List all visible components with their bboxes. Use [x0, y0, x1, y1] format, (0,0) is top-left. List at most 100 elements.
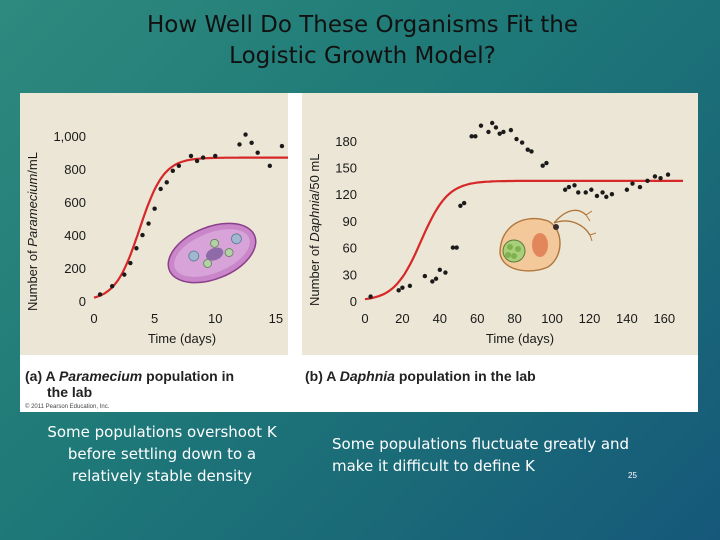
b-data-point — [497, 131, 502, 136]
b-data-point — [604, 194, 609, 200]
b-data-point — [493, 125, 499, 130]
b-data-point — [540, 163, 545, 168]
daphnia-illustration — [499, 209, 597, 272]
b-data-point — [454, 245, 459, 250]
b-data-point — [469, 134, 474, 139]
a-data-point — [140, 232, 145, 238]
b-xtick-label: 60 — [470, 311, 484, 326]
panel-b-caption: (b) A Daphnia population in the lab — [305, 368, 536, 384]
b-data-point — [450, 245, 456, 250]
caption-left: Some populations overshoot K before sett… — [22, 421, 302, 487]
daphnia-chart: Number of Daphnia/50 mL 0 30 60 90 120 150 180… — [307, 120, 683, 346]
b-xtick-label: 140 — [616, 311, 638, 326]
caption-right-line-2: make it difficult to define K — [332, 457, 535, 475]
b-data-point — [665, 172, 671, 177]
b-data-point — [609, 192, 615, 197]
b-data-point — [400, 285, 405, 290]
b-ytick-label: 150 — [335, 161, 357, 176]
b-data-point — [652, 174, 658, 179]
b-ytick-label: 90 — [343, 214, 357, 229]
a-data-point — [146, 221, 151, 226]
a-data-point — [194, 158, 200, 164]
b-xtick-label: 80 — [507, 311, 521, 326]
daphnia-y-axis-label: Number of Daphnia/50 mL — [307, 154, 322, 307]
b-data-point — [519, 140, 525, 145]
a-data-point — [97, 292, 103, 297]
a-data-point — [176, 163, 182, 169]
b-data-point — [645, 178, 650, 184]
b-data-point — [544, 160, 549, 166]
b-data-point — [583, 190, 588, 195]
a-data-point — [237, 142, 242, 147]
b-data-point — [473, 134, 478, 139]
b-data-point — [600, 190, 605, 195]
b-xtick-label: 100 — [541, 311, 563, 326]
b-data-point — [529, 149, 534, 154]
b-data-point — [422, 273, 428, 279]
panel-a-caption: (a) A Paramecium population in — [25, 368, 234, 384]
a-data-point — [213, 153, 218, 159]
daphnia-x-axis-label: Time (days) — [486, 331, 554, 346]
b-xtick-label: 0 — [361, 311, 368, 326]
b-data-point — [396, 288, 401, 293]
b-data-point — [637, 184, 643, 190]
a-ytick-label: 1,000 — [53, 129, 86, 144]
a-data-point — [200, 155, 206, 160]
paramecium-chart: Number of Paramecium/mL 0 200 400 600 800 1,0… — [25, 129, 288, 346]
paramecium-y-axis-label: Number of Paramecium/mL — [25, 152, 40, 311]
a-xtick-label: 5 — [151, 311, 158, 326]
panel-b-background — [302, 93, 698, 355]
copyright-notice: © 2011 Pearson Education, Inc. — [25, 403, 110, 410]
b-data-point — [576, 190, 581, 195]
a-xtick-label: 15 — [269, 311, 283, 326]
b-data-point — [624, 187, 630, 192]
b-data-point — [501, 129, 506, 135]
b-ytick-label: 60 — [343, 241, 357, 256]
a-ytick-label: 0 — [79, 294, 86, 309]
slide-title-line-2: Logistic Growth Model? — [229, 43, 496, 69]
a-data-point — [122, 272, 127, 277]
a-xtick-label: 10 — [208, 311, 222, 326]
b-xtick-label: 20 — [395, 311, 409, 326]
b-data-point — [658, 175, 663, 181]
b-data-point — [594, 193, 600, 199]
b-data-point — [562, 187, 568, 192]
b-data-point — [566, 184, 572, 190]
b-xtick-label: 40 — [433, 311, 447, 326]
a-ytick-label: 400 — [64, 228, 86, 243]
population-growth-figure: Number of Paramecium/mL 0 200 400 600 800 1,0… — [20, 93, 698, 412]
b-data-point — [525, 147, 530, 152]
b-data-point — [490, 120, 495, 126]
a-data-point — [152, 206, 157, 211]
caption-left-line-1: Some populations overshoot K — [47, 423, 277, 441]
a-data-point — [128, 260, 133, 266]
b-data-point — [572, 183, 577, 188]
b-data-point — [437, 267, 443, 273]
b-xtick-label: 120 — [579, 311, 601, 326]
b-data-point — [368, 294, 373, 299]
b-xtick-label: 160 — [653, 311, 675, 326]
caption-left-line-3: relatively stable density — [72, 467, 252, 485]
daphnia-logistic-curve — [364, 179, 683, 301]
a-data-point — [109, 283, 115, 289]
b-data-point — [443, 270, 448, 275]
caption-left-line-2: before settling down to a — [67, 445, 257, 463]
panel-a-background — [20, 93, 288, 355]
b-data-point — [407, 283, 413, 289]
b-data-point — [430, 279, 435, 284]
panel-a-caption-line-2: the lab — [47, 384, 92, 400]
figure-svg: Number of Paramecium/mL 02004006008001,0… — [20, 93, 698, 410]
a-ytick-label: 200 — [64, 261, 86, 276]
a-data-point — [267, 163, 273, 169]
b-data-point — [589, 187, 594, 192]
b-data-point — [630, 181, 635, 186]
a-data-point — [188, 153, 194, 159]
paramecium-illustration — [167, 222, 257, 284]
caption-right-line-1: Some populations fluctuate greatly and — [332, 435, 630, 453]
b-ytick-label: 30 — [343, 267, 357, 282]
a-data-point — [158, 186, 163, 192]
a-data-point — [134, 246, 139, 251]
caption-right: Some populations fluctuate greatly and m… — [332, 433, 672, 477]
b-data-point — [433, 276, 439, 281]
b-ytick-label: 0 — [350, 294, 357, 309]
